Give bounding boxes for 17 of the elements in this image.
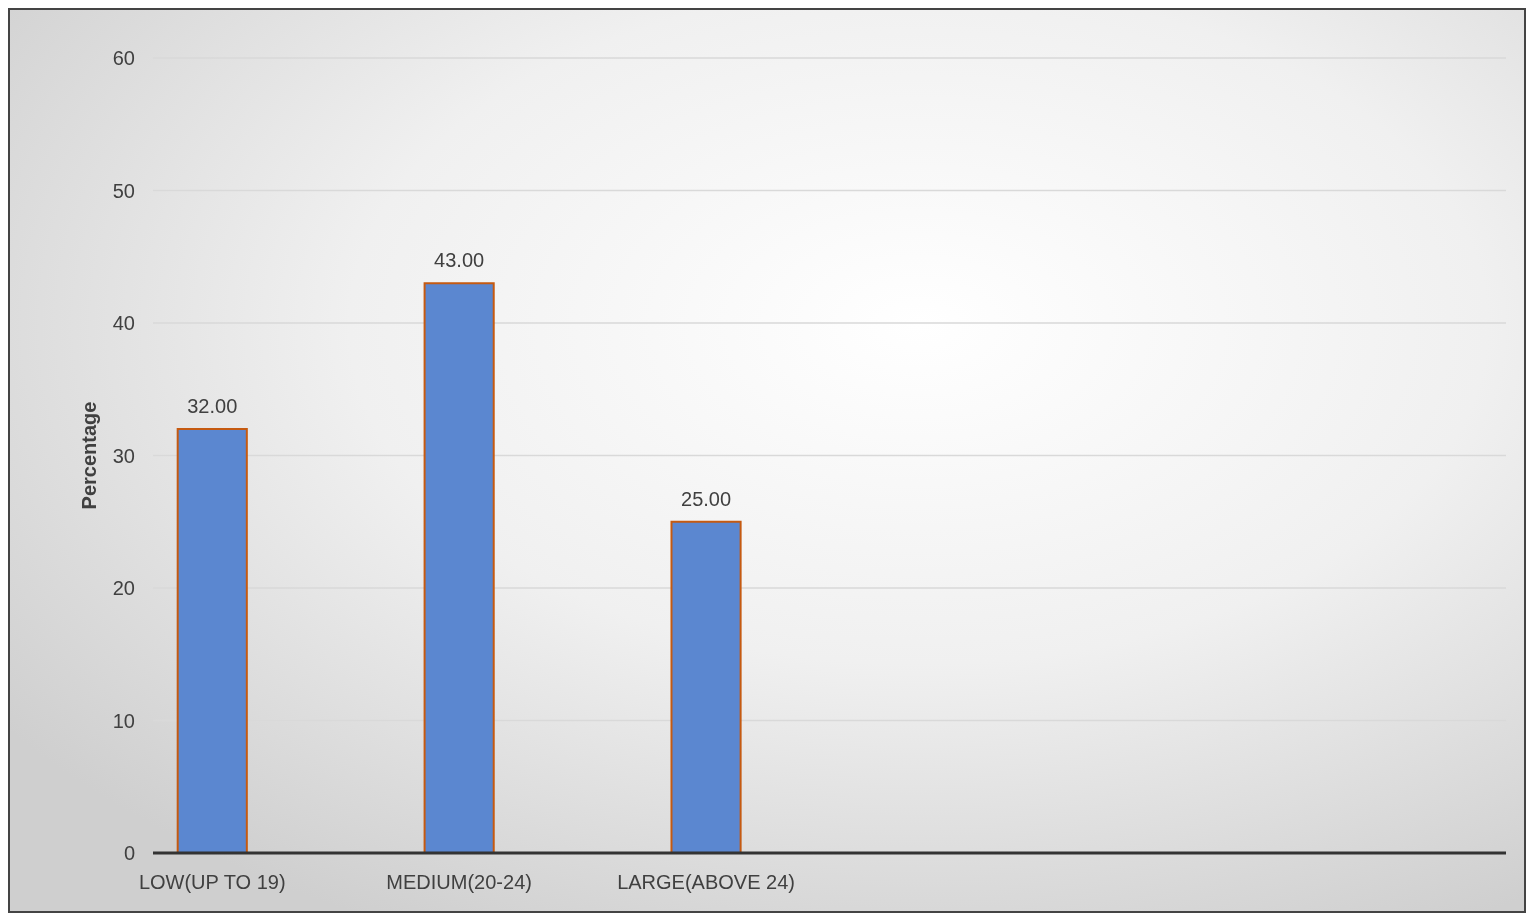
y-tick-label: 50 bbox=[112, 179, 135, 202]
bar bbox=[670, 520, 742, 854]
data-label: 25.00 bbox=[681, 487, 732, 510]
y-axis-title: Percentage bbox=[78, 401, 100, 510]
y-tick-label: 0 bbox=[123, 842, 135, 864]
y-tick-label: 30 bbox=[112, 444, 135, 467]
data-label: 43.00 bbox=[434, 249, 485, 272]
x-tick-label: LARGE(ABOVE 24) bbox=[617, 871, 795, 893]
y-tick-label: 10 bbox=[112, 709, 135, 732]
bar bbox=[423, 282, 495, 854]
y-tick-label: 40 bbox=[112, 312, 135, 334]
bar bbox=[176, 428, 248, 854]
y-tick-label: 20 bbox=[112, 577, 135, 599]
y-tick-label: 60 bbox=[112, 47, 135, 69]
x-tick-label: LOW(UP TO 19) bbox=[138, 871, 286, 893]
x-tick-label: MEDIUM(20-24) bbox=[386, 871, 532, 893]
data-label: 32.00 bbox=[187, 395, 238, 417]
